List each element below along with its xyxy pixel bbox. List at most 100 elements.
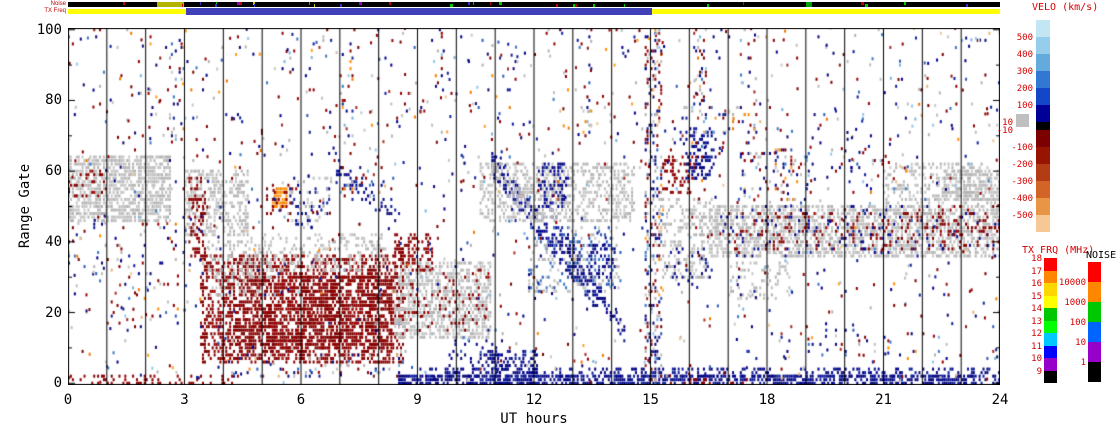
txfrq-tick-label: 11 (1031, 341, 1042, 352)
noise-strip-speck (555, 4, 558, 7)
noise-strip-speck (239, 2, 243, 5)
noise-strip-speck (450, 4, 454, 7)
velo-bar-segment (1036, 147, 1050, 164)
velo-tick-label: 10 (1002, 118, 1013, 128)
noise-strip-segment (157, 2, 185, 7)
txfrq-tick-label: 15 (1031, 291, 1042, 302)
txfrq-bar-segment (1044, 308, 1057, 321)
noise-strip-speck (254, 4, 256, 7)
txfrq-colorbar-label: TX FRQ (MHz) (1022, 245, 1095, 256)
txfrq-tick-label: 16 (1031, 279, 1042, 289)
noise-strip-speck (472, 2, 474, 5)
noise-strip-segment (805, 2, 812, 7)
txfrq-colorbar (1044, 258, 1057, 383)
velo-bar-segment (1036, 122, 1050, 130)
y-tick-label: 40 (45, 233, 62, 250)
noise-tick-label: 100 (1069, 318, 1086, 328)
txfreq-highlight-segment (186, 8, 653, 15)
x-tick-label: 18 (758, 392, 776, 408)
noise-strip-speck (123, 2, 126, 5)
velo-bar-segment (1036, 20, 1050, 37)
noise-bar-segment (1088, 262, 1101, 282)
noise-colorbar (1088, 262, 1101, 382)
txfrq-bar-segment (1044, 270, 1057, 283)
noise-tick-label: 1000 (1064, 298, 1086, 308)
noise-tick-label: 1 (1080, 358, 1086, 368)
velo-bar-segment (1036, 215, 1050, 232)
noise-strip-speck (490, 2, 492, 5)
velo-tick-label: 100 (1016, 101, 1033, 111)
txfrq-bar-segment (1044, 358, 1057, 371)
noise-strip-speck (237, 2, 241, 5)
y-tick-label: 60 (45, 163, 62, 180)
velo-bar-segment (1036, 37, 1050, 54)
txfrq-bar-segment (1044, 295, 1057, 308)
noise-strip-speck (389, 2, 391, 5)
x-tick-label: 3 (180, 392, 189, 408)
txfrq-tick-label: 14 (1031, 304, 1042, 314)
txfrq-bar-segment (1044, 333, 1057, 346)
noise-strip-speck (860, 2, 864, 5)
velo-bar-segment (1036, 105, 1050, 122)
x-axis-label: UT hours (500, 411, 568, 427)
noise-bar-segment (1088, 362, 1101, 382)
x-tick-label: 12 (525, 392, 543, 408)
noise-strip-speck (572, 4, 575, 7)
txfrq-tick-label: 17 (1031, 266, 1042, 277)
noise-strip-speck (574, 4, 577, 7)
velo-tick-label: 200 (1016, 84, 1033, 94)
x-tick-label: 24 (991, 392, 1009, 408)
txfrq-tick-label: 13 (1031, 316, 1042, 327)
txfrq-tick-label: 9 (1036, 366, 1042, 377)
txfrq-bar-segment (1044, 320, 1057, 333)
velo-tick-label: 300 (1016, 67, 1033, 77)
velo-tick-label: 500 (1016, 33, 1033, 43)
velo-bar-segment (1036, 88, 1050, 105)
velo-bar-segment (1036, 71, 1050, 88)
noise-strip-speck (707, 4, 709, 7)
noise-strip-speck (498, 2, 502, 5)
txfrq-bar-segment (1044, 370, 1057, 383)
x-tick-label: 21 (875, 392, 892, 408)
velo-tick-label: -400 (1011, 194, 1033, 204)
velo-tick-label: -10 (996, 126, 1013, 136)
velo-colorbar-label: VELO (km/s) (1032, 2, 1099, 13)
noise-bar-segment (1088, 282, 1101, 302)
noise-strip-speck (200, 2, 202, 5)
y-axis-label: Range Gate (17, 163, 33, 249)
noise-strip-label: Noise (50, 1, 66, 7)
velo-bar-segment (1036, 54, 1050, 71)
noise-strip-speck (181, 4, 183, 7)
x-tick-label: 0 (63, 392, 73, 408)
noise-strip-speck (903, 2, 906, 5)
noise-strip-speck (308, 2, 310, 5)
noise-bar-segment (1088, 322, 1101, 342)
noise-strip-speck (314, 4, 316, 7)
velo-tick-label: 400 (1016, 50, 1033, 60)
txfrq-bar-segment (1044, 258, 1057, 271)
ground-scatter-swatch (1016, 114, 1029, 127)
y-tick-label: 80 (45, 92, 62, 109)
noise-strip-speck (966, 4, 969, 7)
y-tick-label: 20 (45, 304, 62, 321)
velo-bar-segment (1036, 198, 1050, 215)
velo-bar-segment (1036, 181, 1050, 198)
noise-strip-speck (467, 2, 470, 5)
x-tick-label: 9 (413, 392, 422, 408)
y-tick-label: 0 (53, 375, 62, 392)
noise-strip-speck (865, 4, 869, 7)
velo-tick-label: -200 (1011, 160, 1033, 170)
velo-tick-label: -100 (1011, 143, 1033, 153)
x-tick-label: 15 (642, 392, 659, 408)
noise-strip-speck (339, 4, 342, 7)
txfrq-tick-label: 12 (1031, 329, 1042, 339)
y-tick-label: 100 (36, 21, 62, 38)
noise-bar-segment (1088, 302, 1101, 322)
noise-strip-speck (214, 4, 217, 7)
noise-tick-label: 10 (1075, 338, 1086, 348)
velo-tick-label: -300 (1011, 177, 1033, 187)
noise-strip-speck (742, 2, 744, 5)
txfrq-tick-label: 18 (1031, 254, 1042, 264)
noise-colorbar-label: NOISE (1086, 250, 1117, 261)
